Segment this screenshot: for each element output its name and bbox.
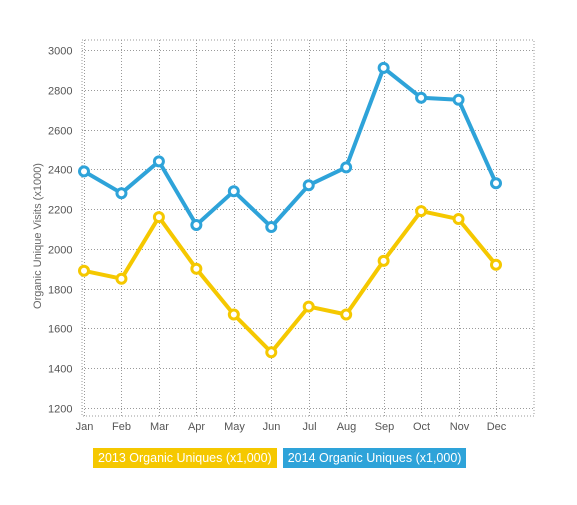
x-tick-label-sep: Sep: [375, 421, 395, 433]
x-tick-label-nov: Nov: [450, 421, 470, 433]
legend-item-2013[interactable]: 2013 Organic Uniques (x1,000): [93, 448, 277, 468]
data-point-0-jun: [265, 346, 278, 359]
data-point-0-mar: [152, 211, 165, 224]
data-point-0-jul: [302, 300, 315, 313]
data-point-1-dec: [490, 177, 502, 190]
data-point-0-may: [227, 308, 240, 321]
data-point-1-apr: [190, 219, 203, 232]
y-tick-label-2400: 2400: [48, 165, 72, 177]
x-tick-label-oct: Oct: [413, 421, 430, 433]
data-point-1-jul: [302, 179, 315, 192]
data-point-1-may: [227, 185, 240, 198]
y-tick-label-2800: 2800: [48, 86, 72, 98]
y-tick-label-1800: 1800: [48, 285, 72, 297]
x-tick-label-jul: Jul: [302, 421, 316, 433]
data-point-0-sep: [377, 254, 390, 267]
data-point-1-sep: [377, 61, 390, 74]
data-point-0-nov: [452, 213, 465, 226]
data-point-0-aug: [340, 308, 353, 321]
data-point-1-feb: [115, 187, 128, 200]
data-point-1-jan: [78, 165, 90, 178]
legend: 2013 Organic Uniques (x1,000) 2014 Organ…: [93, 448, 467, 468]
y-tick-label-2000: 2000: [48, 245, 72, 257]
data-point-1-oct: [415, 91, 428, 104]
data-point-1-aug: [340, 161, 353, 174]
x-tick-label-jun: Jun: [263, 421, 281, 433]
x-tick-label-apr: Apr: [188, 421, 205, 433]
x-tick-label-dec: Dec: [487, 421, 507, 433]
y-tick-label-1400: 1400: [48, 364, 72, 376]
y-tick-label-3000: 3000: [48, 46, 72, 58]
series-line-0: [82, 209, 498, 355]
y-axis-title: Organic Unique Visits (x1000): [32, 163, 44, 309]
x-tick-label-mar: Mar: [150, 421, 169, 433]
legend-item-2014[interactable]: 2014 Organic Uniques (x1,000): [282, 448, 467, 468]
plot-frame: [81, 39, 535, 417]
data-point-0-feb: [115, 272, 128, 285]
x-tick-label-may: May: [224, 421, 245, 433]
data-point-1-mar: [152, 155, 165, 168]
y-tick-label-1200: 1200: [48, 404, 72, 416]
series-line-1: [82, 65, 498, 229]
x-tick-label-aug: Aug: [337, 421, 357, 433]
y-tick-label-2200: 2200: [48, 205, 72, 217]
y-tick-label-2600: 2600: [48, 126, 72, 138]
data-point-0-apr: [190, 262, 203, 275]
x-tick-label-feb: Feb: [112, 421, 131, 433]
x-tick-label-jan: Jan: [76, 421, 94, 433]
data-point-0-jan: [78, 264, 90, 277]
data-point-0-dec: [490, 258, 502, 271]
y-tick-label-1600: 1600: [48, 324, 72, 336]
data-point-0-oct: [415, 205, 428, 218]
data-point-1-nov: [452, 93, 465, 106]
data-point-1-jun: [265, 221, 278, 234]
